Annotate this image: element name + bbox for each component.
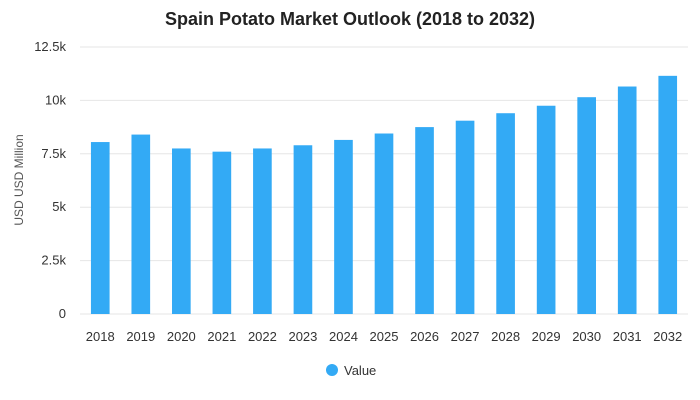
bar-2024[interactable] (334, 139, 353, 314)
bar-2023[interactable] (293, 145, 313, 314)
bar-2028[interactable] (496, 113, 515, 314)
bar-2022[interactable] (253, 148, 272, 314)
x-tick-label: 2021 (207, 329, 236, 344)
x-tick-label: 2025 (370, 329, 399, 344)
x-tick-label: 2026 (410, 329, 439, 344)
x-tick-label: 2027 (451, 329, 480, 344)
y-tick-label: 10k (45, 92, 66, 107)
x-tick-label: 2019 (126, 329, 155, 344)
bar-2019[interactable] (131, 134, 151, 314)
bar-2018[interactable] (90, 142, 110, 314)
chart-title: Spain Potato Market Outlook (2018 to 203… (165, 9, 535, 29)
bar-2025[interactable] (374, 133, 394, 314)
x-tick-label: 2020 (167, 329, 196, 344)
x-tick-label: 2032 (653, 329, 682, 344)
legend-marker (326, 364, 338, 376)
legend-label: Value (344, 363, 376, 378)
y-tick-label: 2.5k (41, 253, 66, 268)
bar-2026[interactable] (415, 127, 434, 314)
x-tick-label: 2018 (86, 329, 115, 344)
y-tick-label: 7.5k (41, 146, 66, 161)
bar-2029[interactable] (536, 105, 556, 315)
x-tick-label: 2030 (572, 329, 601, 344)
legend[interactable]: Value (326, 363, 376, 378)
y-axis-ticks: 0 2.5k 5k 7.5k 10k 12.5k (34, 39, 66, 321)
y-tick-label: 5k (52, 199, 66, 214)
bars (90, 75, 678, 315)
bar-2031[interactable] (617, 86, 637, 315)
x-axis-ticks: 2018 2019 2020 2021 2022 2023 2024 2025 2026 2027… (86, 329, 682, 344)
x-tick-label: 2028 (491, 329, 520, 344)
y-tick-label: 12.5k (34, 39, 66, 54)
x-tick-label: 2023 (288, 329, 317, 344)
x-tick-label: 2024 (329, 329, 358, 344)
bar-2030[interactable] (577, 97, 596, 314)
bar-2021[interactable] (212, 151, 232, 314)
x-tick-label: 2031 (613, 329, 642, 344)
bar-2032[interactable] (658, 75, 678, 314)
y-tick-label: 0 (59, 306, 66, 321)
y-axis-label: USD USD Million (12, 134, 26, 225)
x-tick-label: 2022 (248, 329, 277, 344)
x-tick-label: 2029 (532, 329, 561, 344)
bar-2027[interactable] (455, 120, 475, 314)
bar-2020[interactable] (172, 148, 191, 314)
